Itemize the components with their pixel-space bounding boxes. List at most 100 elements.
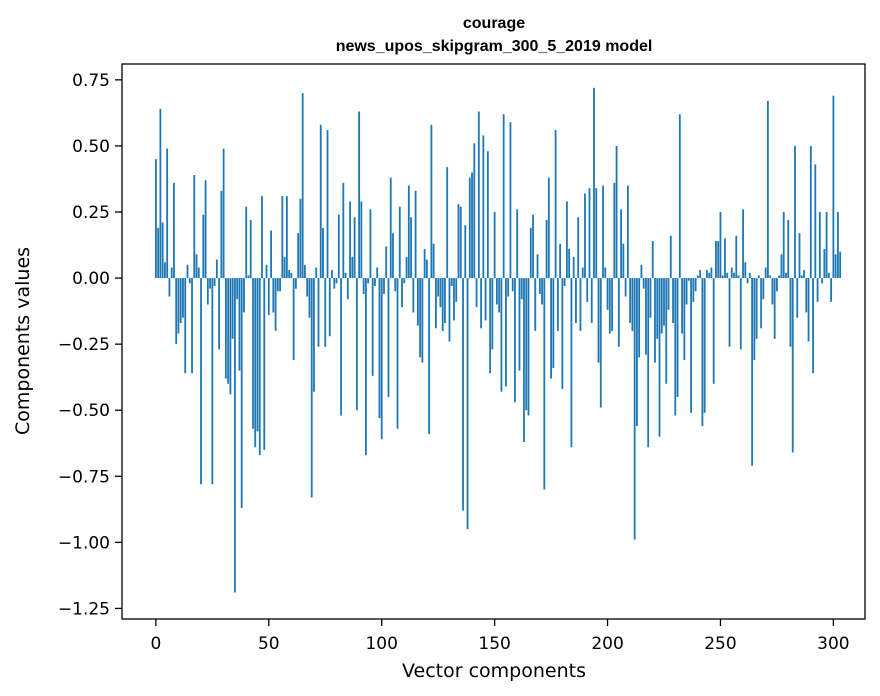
bar-107 <box>396 278 399 429</box>
bar-19 <box>197 267 200 279</box>
bar-267 <box>757 275 760 279</box>
bar-115 <box>414 190 417 279</box>
bar-84 <box>344 272 347 279</box>
bar-122 <box>430 124 433 279</box>
bar-45 <box>256 278 259 432</box>
bar-30 <box>222 148 225 279</box>
bar-154 <box>502 114 505 279</box>
y-tick-label: 0.50 <box>72 137 110 157</box>
bar-15 <box>188 278 191 284</box>
x-tick-label: 300 <box>817 634 849 654</box>
bar-243 <box>703 278 706 413</box>
bar-13 <box>184 278 187 374</box>
bar-289 <box>807 278 810 342</box>
bar-66 <box>304 264 306 279</box>
bar-82 <box>340 278 342 416</box>
bar-271 <box>766 101 769 279</box>
bar-281 <box>789 278 792 347</box>
y-tick-label: −0.75 <box>58 467 110 487</box>
bar-241 <box>699 270 702 279</box>
bar-33 <box>229 278 232 395</box>
bar-186 <box>575 278 577 323</box>
bar-42 <box>249 219 252 279</box>
bar-91 <box>360 201 363 279</box>
bar-256 <box>733 272 735 279</box>
bar-230 <box>674 278 677 416</box>
bar-118 <box>421 278 424 363</box>
bar-223 <box>658 278 661 437</box>
bar-108 <box>398 206 401 279</box>
bar-284 <box>796 278 799 318</box>
bar-206 <box>620 209 622 279</box>
bar-288 <box>805 278 808 313</box>
bar-166 <box>529 227 532 279</box>
bar-80 <box>335 278 338 284</box>
bar-261 <box>744 262 747 279</box>
bar-101 <box>383 278 385 294</box>
bar-83 <box>342 182 345 279</box>
bar-119 <box>423 249 426 279</box>
bar-10 <box>177 278 180 334</box>
bar-250 <box>719 212 722 279</box>
bar-133 <box>455 278 458 302</box>
bar-137 <box>464 225 467 279</box>
bar-36 <box>236 278 239 300</box>
y-tick-label: −1.25 <box>58 599 110 619</box>
bar-212 <box>633 278 636 540</box>
bar-183 <box>568 249 571 279</box>
bar-129 <box>446 167 449 279</box>
bar-244 <box>706 270 708 279</box>
bar-280 <box>787 219 790 279</box>
bar-4 <box>164 262 166 279</box>
bar-231 <box>676 278 679 397</box>
bar-148 <box>489 278 492 374</box>
y-tick-label: 0.75 <box>72 71 110 91</box>
bar-0 <box>154 159 157 279</box>
bar-153 <box>500 278 503 392</box>
bar-59 <box>288 270 291 279</box>
bar-232 <box>678 114 681 279</box>
bar-105 <box>392 233 394 279</box>
bar-260 <box>742 209 744 279</box>
bar-26 <box>213 278 216 286</box>
bar-20 <box>200 278 202 485</box>
bar-254 <box>728 278 731 347</box>
bar-135 <box>459 206 462 279</box>
bar-247 <box>712 278 715 384</box>
bar-143 <box>477 111 480 279</box>
bar-11 <box>179 278 182 323</box>
bar-160 <box>516 209 519 279</box>
bar-78 <box>331 270 333 279</box>
bar-194 <box>593 87 595 279</box>
bar-266 <box>755 278 758 339</box>
bar-130 <box>448 278 451 342</box>
bar-5 <box>166 148 169 279</box>
bar-51 <box>270 230 272 279</box>
bar-68 <box>308 278 311 318</box>
bar-200 <box>606 278 609 310</box>
bar-124 <box>435 278 437 329</box>
bar-90 <box>358 111 361 279</box>
bar-205 <box>617 278 620 347</box>
bar-283 <box>794 145 796 279</box>
bar-177 <box>554 130 557 279</box>
bar-113 <box>410 217 412 279</box>
bar-180 <box>561 278 564 390</box>
y-tick-label: 0.00 <box>72 269 110 289</box>
bar-299 <box>830 278 833 302</box>
bar-29 <box>220 190 223 279</box>
bar-172 <box>543 278 546 490</box>
bar-210 <box>629 278 632 323</box>
bar-227 <box>667 278 670 310</box>
bar-252 <box>724 238 726 279</box>
bar-134 <box>457 204 460 279</box>
bar-87 <box>351 256 354 279</box>
bar-204 <box>615 145 618 279</box>
bar-237 <box>690 278 693 413</box>
bar-3 <box>161 222 164 279</box>
bar-259 <box>739 278 742 350</box>
bar-292 <box>814 164 817 279</box>
bar-220 <box>651 241 654 279</box>
bar-47 <box>261 196 263 279</box>
bar-156 <box>507 278 510 297</box>
